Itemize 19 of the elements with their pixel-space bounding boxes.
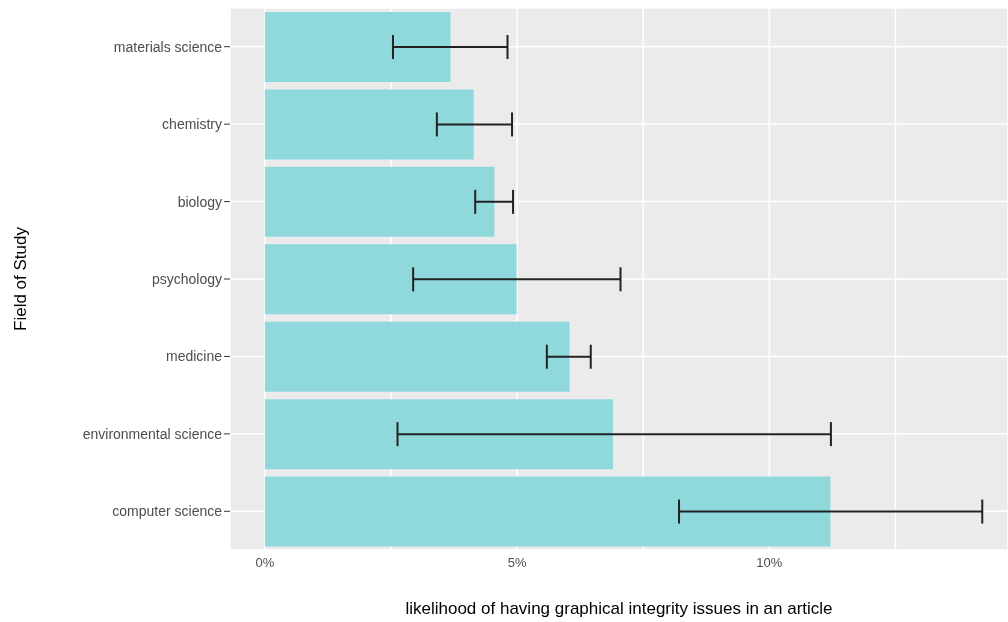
- bar: [264, 399, 613, 470]
- x-tick-label: 10%: [756, 555, 783, 571]
- y-tick-label: environmental science: [82, 425, 223, 442]
- bar: [264, 89, 474, 160]
- bar: [264, 244, 517, 315]
- bar: [264, 12, 451, 82]
- y-tick-label: medicine: [165, 348, 223, 365]
- bar: [264, 476, 831, 547]
- y-axis-title: Field of Study: [11, 226, 31, 331]
- y-tick-label: computer science: [112, 503, 223, 520]
- y-tick-label: materials science: [113, 38, 223, 55]
- y-tick-label: psychology: [151, 270, 222, 287]
- y-tick-label: chemistry: [162, 116, 222, 133]
- x-axis-title: likelihood of having graphical integrity issues in an article: [405, 599, 833, 618]
- y-tick-label: biology: [177, 193, 222, 210]
- bar: [264, 321, 570, 392]
- x-tick-label: 0%: [255, 555, 275, 571]
- x-tick-label: 5%: [507, 555, 527, 571]
- bar: [264, 166, 495, 237]
